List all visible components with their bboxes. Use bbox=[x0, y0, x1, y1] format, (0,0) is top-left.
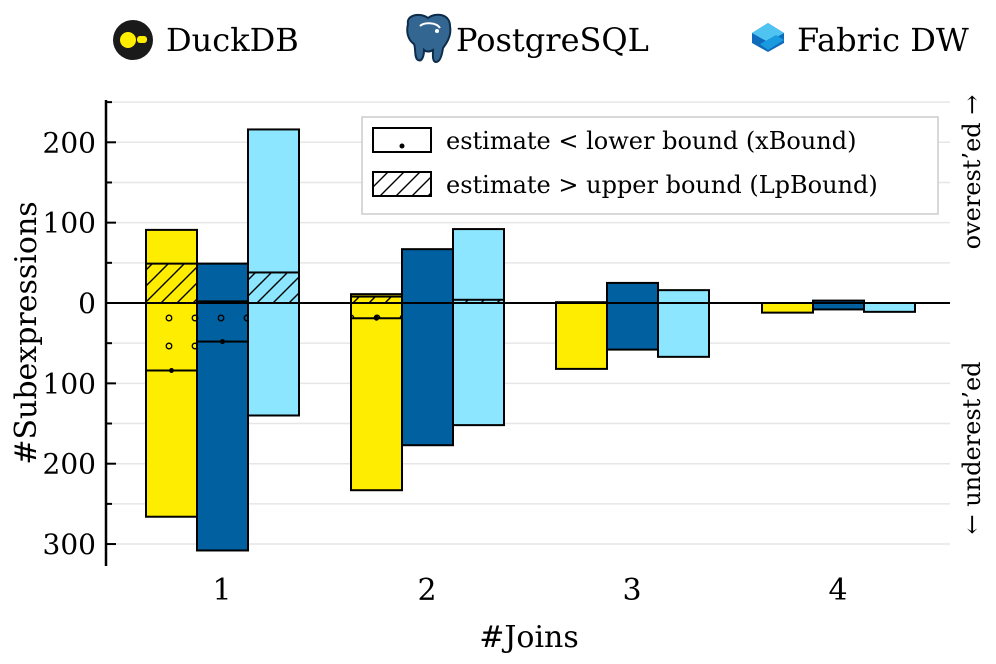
legend-item-duckdb: DuckDB bbox=[113, 20, 299, 60]
fabric-logo-icon bbox=[752, 23, 784, 52]
x-tick-label: 2 bbox=[417, 573, 436, 608]
axes: 200 100 0 100 200 300 1 2 3 4 bbox=[43, 100, 950, 608]
x-axis-label: #Joins bbox=[479, 620, 579, 655]
bound-legend: estimate < lower bound (xBound) estimate… bbox=[361, 116, 939, 215]
lower-bound-legend-item: estimate < lower bound (xBound) bbox=[372, 127, 856, 155]
y-tick-label: 300 bbox=[43, 528, 96, 561]
y-tick-label: 100 bbox=[43, 367, 96, 400]
underestimated-label: ← underest’ed bbox=[958, 361, 986, 534]
bar-duckdb-joins-4 bbox=[761, 302, 814, 314]
lower-bound-marker-duckdb-joins-2 bbox=[374, 315, 379, 321]
lower-bound-region-duckdb-joins-1 bbox=[145, 302, 198, 372]
legend-label-fabric: Fabric DW bbox=[797, 21, 969, 59]
bar-postgresql-joins-2 bbox=[401, 248, 454, 447]
upper-bound-region-fabric-dw-joins-1 bbox=[247, 271, 300, 305]
legend-item-postgresql: PostgreSQL bbox=[406, 13, 649, 64]
postgresql-elephant-icon bbox=[406, 13, 452, 64]
x-tick-label: 4 bbox=[828, 573, 847, 608]
overestimated-label: overest’ed → bbox=[958, 95, 986, 250]
bar-duckdb-joins-3 bbox=[555, 301, 608, 370]
y-tick-label: 0 bbox=[78, 287, 96, 320]
y-tick-label: 200 bbox=[43, 448, 96, 481]
y-tick-label: 200 bbox=[43, 126, 96, 159]
y-tick-label: 100 bbox=[43, 207, 96, 240]
bar-postgresql-joins-4 bbox=[812, 299, 865, 311]
lower-bound-marker-duckdb-joins-1 bbox=[169, 367, 174, 373]
bars bbox=[145, 128, 916, 552]
bar-postgresql-joins-3 bbox=[606, 281, 659, 351]
lower-bound-marker-postgresql-joins-1 bbox=[220, 339, 225, 345]
upper-bound-swatch bbox=[372, 171, 432, 197]
legend-label-postgresql: PostgreSQL bbox=[456, 21, 649, 59]
y-axis-label: #Subexpressions bbox=[9, 201, 44, 464]
lower-bound-legend-text: estimate < lower bound (xBound) bbox=[446, 127, 856, 155]
bound-legend-frame bbox=[361, 116, 939, 215]
bar-fabric-dw-joins-4 bbox=[863, 302, 916, 313]
top-legend: DuckDB PostgreSQL Fabric DW bbox=[113, 13, 969, 64]
bar-fabric-dw-joins-2 bbox=[452, 228, 505, 427]
upper-bound-legend-item: estimate > upper bound (LpBound) bbox=[372, 171, 878, 199]
bar-duckdb-joins-2 bbox=[350, 293, 403, 492]
x-tick-label: 1 bbox=[212, 573, 231, 608]
bar-fabric-dw-joins-3 bbox=[657, 289, 710, 358]
lower-bound-region-postgresql-joins-1 bbox=[196, 302, 249, 343]
duckdb-logo-icon bbox=[113, 20, 153, 60]
lower-bound-swatch-dot bbox=[399, 143, 405, 149]
x-tick-label: 3 bbox=[622, 573, 641, 608]
upper-bound-legend-text: estimate > upper bound (LpBound) bbox=[446, 171, 878, 199]
upper-bound-region-duckdb-joins-1 bbox=[145, 262, 198, 305]
legend-label-duckdb: DuckDB bbox=[166, 21, 299, 59]
legend-item-fabric: Fabric DW bbox=[752, 21, 969, 59]
